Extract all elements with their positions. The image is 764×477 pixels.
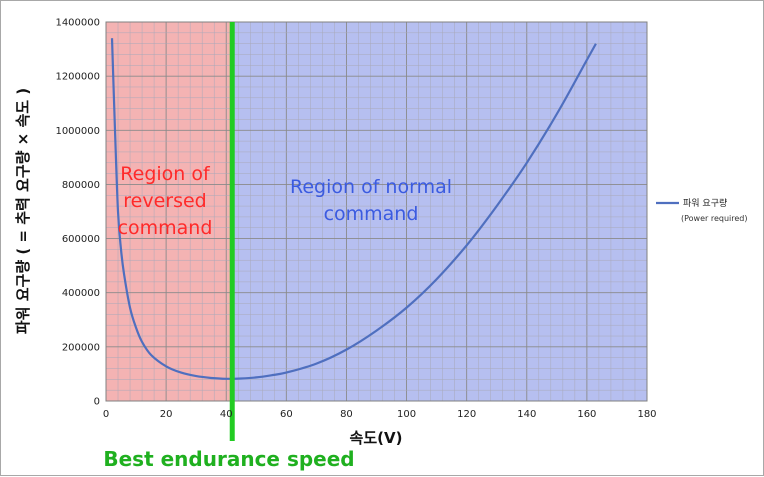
legend-entry-label: 파워 요구량 (683, 197, 727, 209)
power-required-curve (110, 38, 597, 380)
y-tick-label: 0 (94, 397, 100, 408)
region-0-label-line: Region of (120, 163, 211, 185)
regions-layer (106, 22, 647, 401)
ticks-layer: 0 20 40 60 80 100 120 140 160 180 0 200000 400000 600… (55, 18, 656, 421)
y-tick-label: 400000 (62, 288, 100, 299)
x-tick-label: 80 (340, 409, 353, 420)
region-1-area (232, 22, 647, 401)
x-tick-label: 120 (457, 409, 476, 420)
y-axis-title: 파워 요구량 ( = 추력 요구량 × 속도 ) (14, 88, 32, 334)
region-1-label-line: command (324, 203, 419, 225)
x-tick-label: 20 (160, 409, 173, 420)
y-tick-label: 800000 (62, 180, 100, 191)
x-tick-label: 140 (517, 409, 536, 420)
x-tick-label: 0 (103, 409, 109, 420)
y-tick-label: 200000 (62, 342, 100, 353)
y-tick-label: 1400000 (55, 18, 100, 29)
region-1-label-line: Region of normal (290, 176, 452, 198)
x-tick-label: 60 (280, 409, 293, 420)
legend-entry-sublabel: (Power required) (681, 214, 748, 223)
x-tick-label: 160 (577, 409, 596, 420)
grid-layer (105, 21, 648, 402)
region-0-label-line: reversed (123, 190, 206, 212)
region-0-area (106, 22, 233, 401)
x-tick-label: 40 (220, 409, 233, 420)
y-tick-label: 1000000 (55, 126, 100, 137)
x-tick-label: 100 (397, 409, 416, 420)
region-0-label-line: command (118, 217, 213, 239)
x-tick-label: 180 (637, 409, 656, 420)
best-endurance-label: Best endurance speed (103, 447, 354, 471)
legend: 파워 요구량 (Power required) (656, 197, 748, 223)
plot-border (105, 21, 648, 402)
x-axis-title: 속도(V) (350, 429, 403, 447)
y-tick-label: 1200000 (55, 72, 100, 83)
region-labels: Region of reversed command Region of normal… (118, 163, 452, 239)
curve-layer (110, 38, 597, 380)
y-tick-label: 600000 (62, 234, 100, 245)
